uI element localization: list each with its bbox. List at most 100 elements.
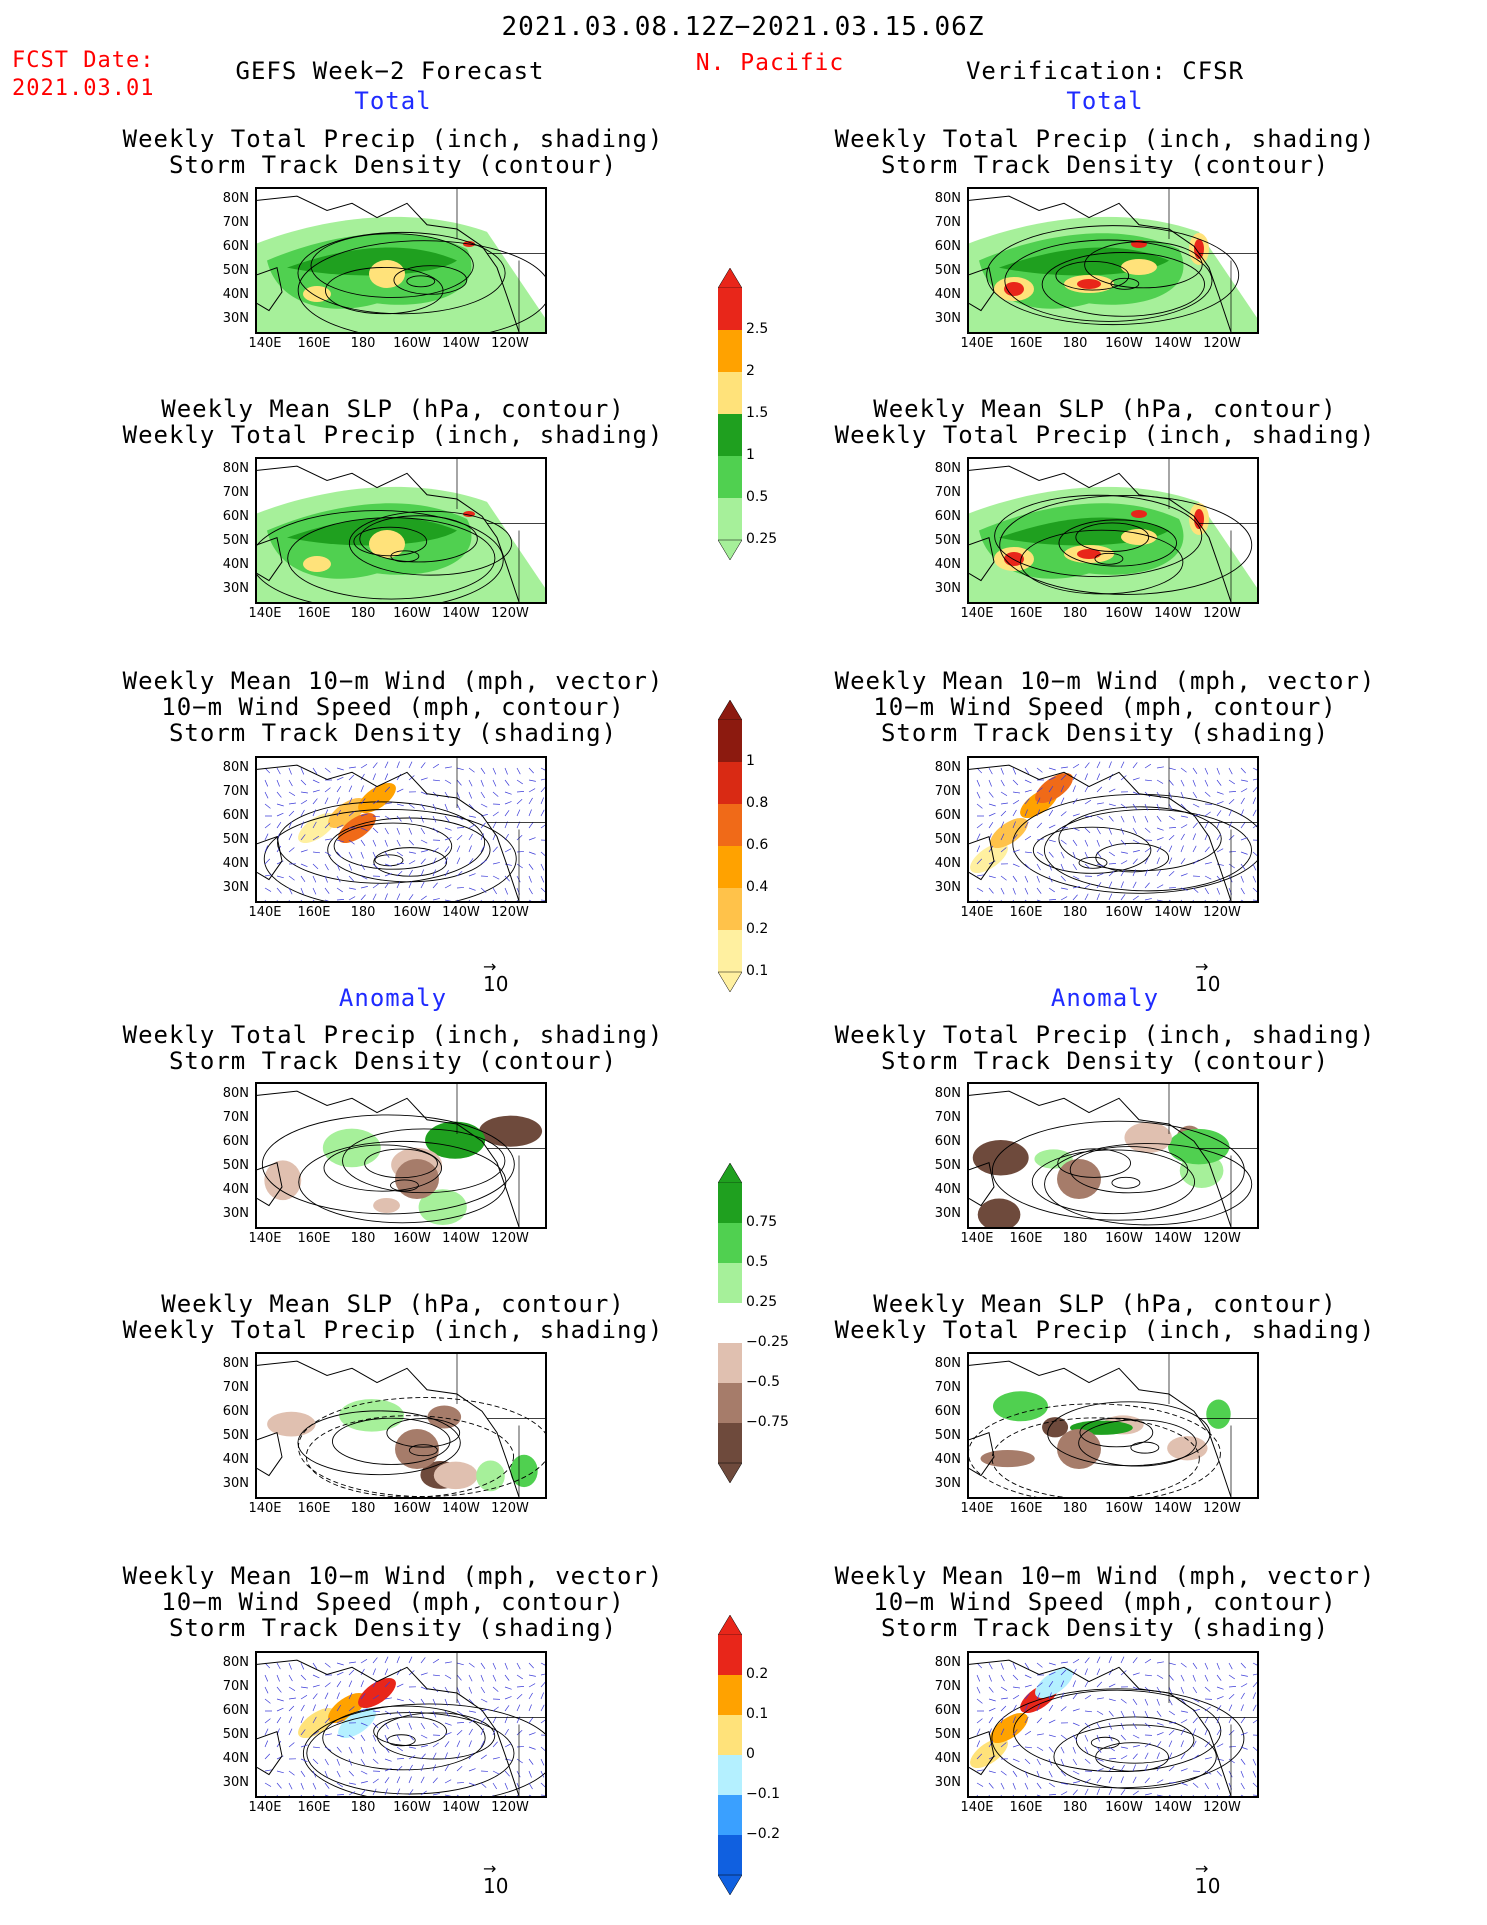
borders-r1r <box>1168 189 1257 332</box>
colorbar-seg-precip_anom-5 <box>718 1383 742 1423</box>
contour-r4l-5 <box>261 1114 515 1215</box>
lat-tick-r5r-0: 80N <box>934 1356 961 1371</box>
shade-yellow-r1r-2 <box>1121 259 1157 275</box>
lat-tick-r1r-0: 80N <box>934 191 961 206</box>
r3r-title-1: Weekly Mean 10−m Wind (mph, vector) <box>834 667 1376 695</box>
contour-r2l-2 <box>359 515 478 563</box>
contour-r4r-5 <box>991 1120 1245 1221</box>
lon-tick-r2r-5: 120W <box>1203 606 1241 621</box>
contour-r5l-3 <box>297 1410 461 1476</box>
coastline-r5l <box>257 1360 520 1497</box>
anom-shade-r5r-1 <box>992 1391 1048 1422</box>
shade-red-r2r-2 <box>1194 509 1204 529</box>
colorbar-tick-storm_anom-4: −0.2 <box>746 1826 780 1842</box>
lon-tick-r6l-1: 160E <box>297 1800 331 1815</box>
shade-red-r2r-1 <box>1077 549 1101 559</box>
colorbar-seg-precip_anom-6 <box>718 1423 742 1463</box>
colorbar-precip_total: 2.5 2 1.5 1 0.5 0.25 <box>718 268 798 560</box>
lat-tick-r6l-5: 30N <box>222 1775 249 1790</box>
lat-tick-r2r-2: 60N <box>934 509 961 524</box>
storm-shade-r3l-0 <box>298 812 336 844</box>
contour-r1l-0 <box>406 275 436 288</box>
lon-tick-r3r-4: 140W <box>1154 905 1192 920</box>
lat-tick-r1r-2: 60N <box>934 239 961 254</box>
asia-coast-r1r <box>969 266 995 312</box>
lon-tick-r5r-5: 120W <box>1203 1501 1241 1516</box>
borders-r1l <box>456 189 545 332</box>
colorbar-tick-storm_anom-1: 0.1 <box>746 1706 769 1722</box>
lat-tick-r3l-4: 40N <box>222 856 249 871</box>
lat-tick-r5l-0: 80N <box>222 1356 249 1371</box>
contour-r3l-5 <box>263 808 517 901</box>
r6l-title-2: 10−m Wind Speed (mph, contour) <box>161 1588 625 1616</box>
colorbar-seg-precip_total-2 <box>718 372 742 414</box>
lon-tick-r5l-2: 180 <box>350 1501 376 1516</box>
asia-coast-r4l <box>257 1161 283 1207</box>
contour-r3r-2 <box>1032 826 1152 874</box>
colorbar-seg-storm_anom-0 <box>718 1635 742 1675</box>
borders-r3l <box>456 758 545 901</box>
ref-vector-r3r-label: 10 <box>1195 972 1221 996</box>
colorbar-seg-precip_total-4 <box>718 456 742 498</box>
lat-tick-r6r-3: 50N <box>934 1727 961 1742</box>
lat-tick-r5l-1: 70N <box>222 1380 249 1395</box>
lon-tick-r3r-0: 140E <box>960 905 994 920</box>
asia-coast-r4r <box>969 1161 995 1207</box>
contour-r4l-2 <box>323 1144 443 1192</box>
map-panel-r2r <box>967 457 1259 604</box>
r3l-title-1: Weekly Mean 10−m Wind (mph, vector) <box>122 667 664 695</box>
anom-shade-r4l-1 <box>425 1121 486 1159</box>
r5r-title-1: Weekly Mean SLP (hPa, contour) <box>873 1290 1337 1318</box>
lon-tick-r2l-0: 140E <box>248 606 282 621</box>
lon-tick-r3l-2: 180 <box>350 905 376 920</box>
colorbar-tick-precip_anom-5: −0.75 <box>746 1414 789 1430</box>
lon-tick-r6r-5: 120W <box>1203 1800 1241 1815</box>
lat-tick-r4r-5: 30N <box>934 1206 961 1221</box>
shade-red-r1r-1 <box>1077 279 1101 289</box>
lat-tick-r4r-0: 80N <box>934 1086 961 1101</box>
colorbar-seg-precip_anom-3 <box>718 1303 742 1343</box>
lon-tick-r4r-1: 160E <box>1009 1231 1043 1246</box>
lon-tick-r1l-2: 180 <box>350 336 376 351</box>
r3l-title-2: 10−m Wind Speed (mph, contour) <box>161 693 625 721</box>
lat-tick-r1r-5: 30N <box>934 311 961 326</box>
contour-r4r-2 <box>1069 1146 1189 1194</box>
lat-tick-r6r-1: 70N <box>934 1679 961 1694</box>
ref-vector-r3l-label: 10 <box>483 972 509 996</box>
contour-r5r-0 <box>1130 1441 1160 1454</box>
lon-tick-r2r-4: 140W <box>1154 606 1192 621</box>
storm-shade-r3r-0 <box>970 842 1008 874</box>
colorbar-tick-precip_anom-1: 0.5 <box>746 1254 769 1270</box>
contour-r2r-1 <box>1075 522 1150 552</box>
lon-tick-r2r-1: 160E <box>1009 606 1043 621</box>
r5l-title-1: Weekly Mean SLP (hPa, contour) <box>161 1290 625 1318</box>
r2r-title-2: Weekly Total Precip (inch, shading) <box>834 421 1376 449</box>
lat-tick-r3l-5: 30N <box>222 880 249 895</box>
contour-r2l-4 <box>287 517 496 600</box>
anom-shade-r4r-2 <box>972 1140 1029 1176</box>
lon-tick-r2r-0: 140E <box>960 606 994 621</box>
ref-vector-r6l: → 10 <box>483 1859 509 1899</box>
lat-tick-r1l-1: 70N <box>222 215 249 230</box>
anom-shade-r4r-5 <box>1034 1149 1073 1169</box>
contour-r3l-1 <box>373 847 448 877</box>
shade-yellow-r1l-0 <box>303 286 331 302</box>
lat-tick-r5r-3: 50N <box>934 1428 961 1443</box>
verification-title: Verification: CFSR <box>965 57 1245 85</box>
lon-tick-r6l-5: 120W <box>491 1800 529 1815</box>
colorbar-seg-precip_anom-1 <box>718 1223 742 1263</box>
map-panel-r3r <box>967 756 1259 903</box>
contour-r6l-2 <box>376 1712 496 1760</box>
asia-coast-r2l <box>257 536 283 582</box>
map-r5r <box>969 1354 1257 1497</box>
r3l-title-3: Storm Track Density (shading) <box>168 719 618 747</box>
colorbar-bottom-storm_anom <box>718 1874 742 1895</box>
map-r1r <box>969 189 1257 332</box>
lat-tick-r4r-4: 40N <box>934 1182 961 1197</box>
contour-r1l-5 <box>297 240 545 332</box>
lon-tick-r5l-3: 160W <box>393 1501 431 1516</box>
borders-r2l <box>456 459 545 602</box>
contour-r3r-1 <box>1095 842 1170 873</box>
lon-tick-r3r-5: 120W <box>1203 905 1241 920</box>
contour-r3l-4 <box>277 801 486 884</box>
